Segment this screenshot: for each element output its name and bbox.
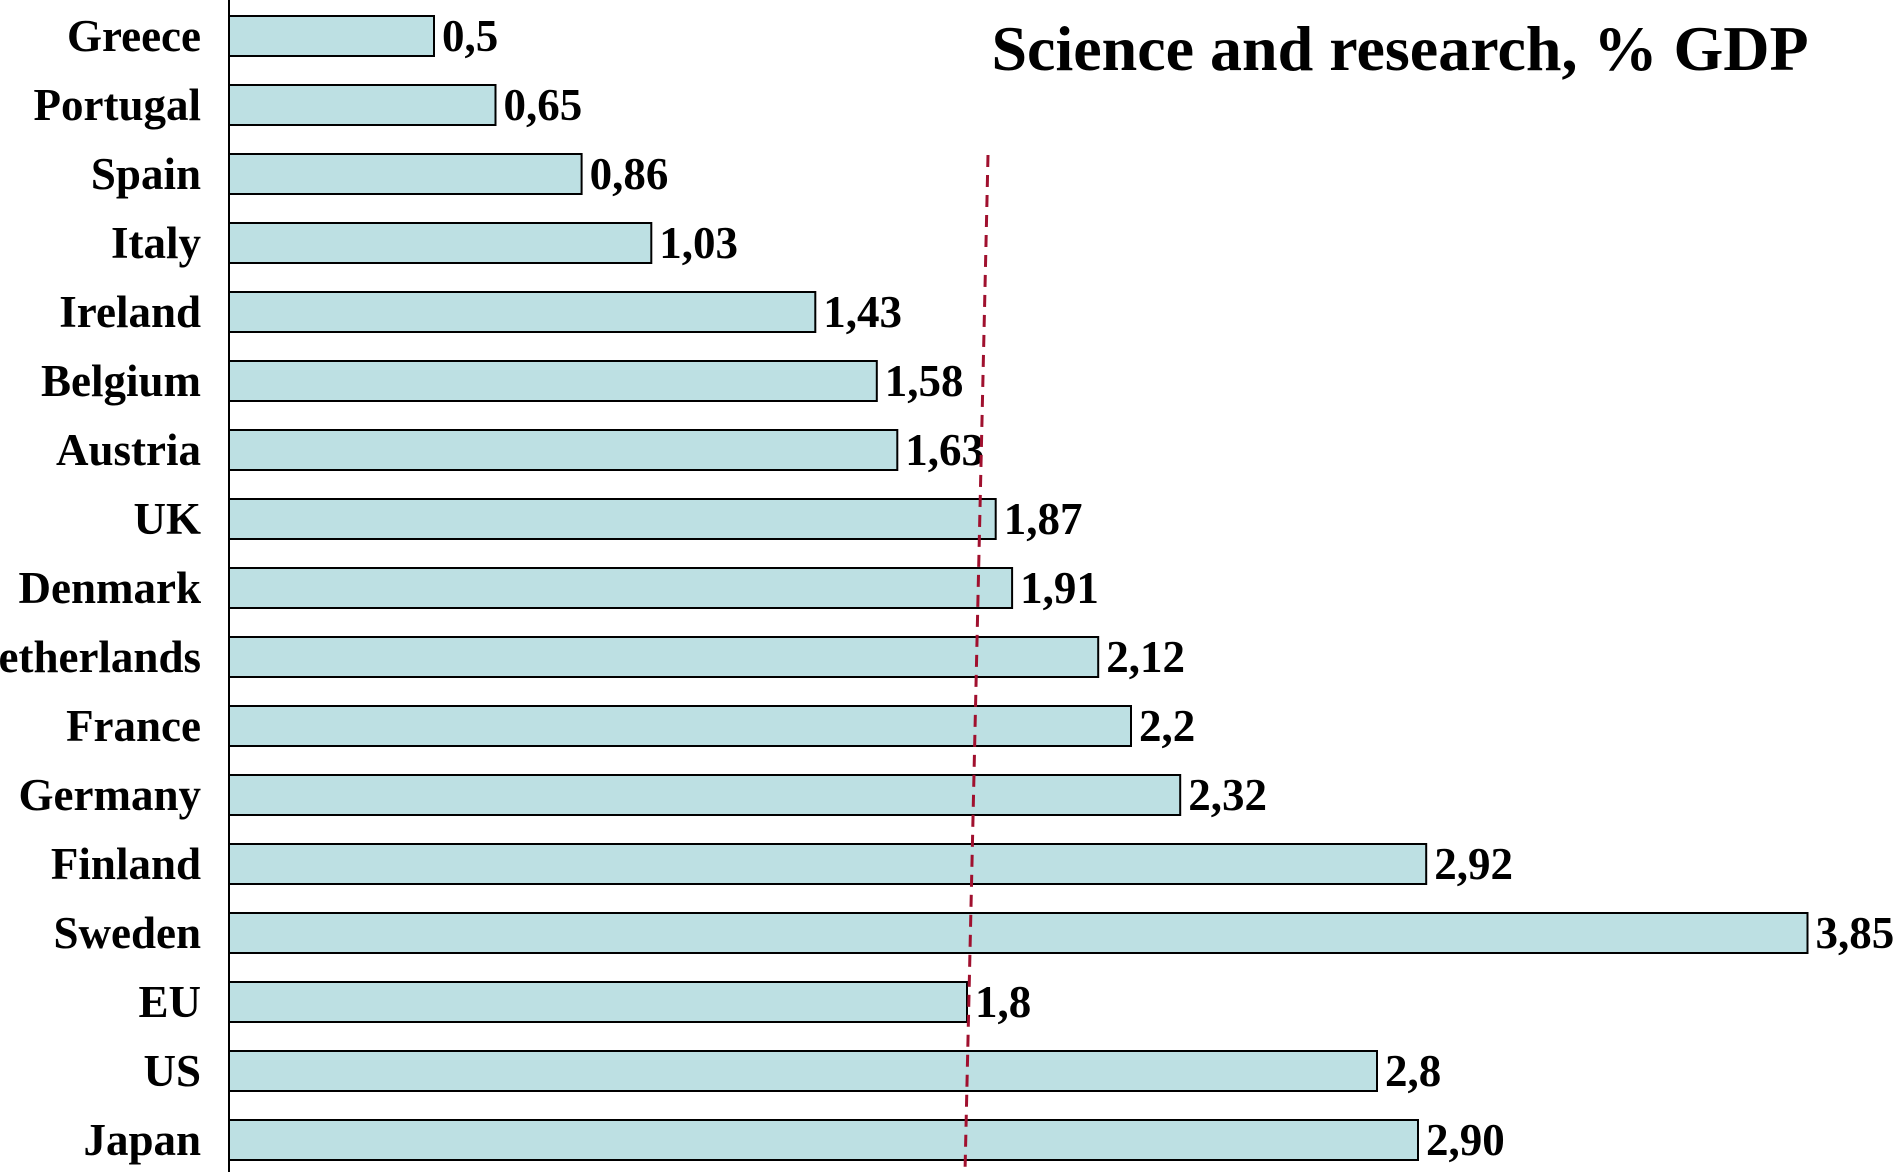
bar-denmark [228, 567, 1014, 609]
category-label-austria: Austria [56, 425, 201, 475]
labels-layer: Greece 0,5 Portugal 0,65 Spain 0,86 Italy 1,03 I… [0, 11, 1894, 1165]
category-label-denmark: Denmark [19, 563, 201, 613]
value-label-eu: 1,8 [975, 977, 1031, 1027]
bar-france [228, 705, 1132, 747]
category-label-germany: Germany [19, 770, 202, 820]
value-label-portugal: 0,65 [504, 80, 583, 130]
value-label-austria: 1,63 [905, 425, 984, 475]
bar-uk [228, 498, 997, 540]
value-label-germany: 2,32 [1188, 770, 1267, 820]
category-label-ireland: Ireland [59, 287, 201, 337]
bar-finland [228, 843, 1428, 885]
chart-title: Science and research, % GDP [991, 13, 1808, 84]
bar-italy [228, 222, 653, 264]
category-label-netherlands: Netherlands [0, 632, 201, 682]
bar-ireland [228, 291, 817, 333]
category-label-finland: Finland [51, 839, 201, 889]
value-label-italy: 1,03 [659, 218, 738, 268]
category-label-uk: UK [134, 494, 202, 544]
bar-sweden [228, 912, 1809, 954]
value-label-sweden: 3,85 [1816, 908, 1895, 958]
value-label-greece: 0,5 [442, 11, 498, 61]
value-label-spain: 0,86 [590, 149, 669, 199]
bar-eu [228, 981, 968, 1023]
category-label-portugal: Portugal [34, 80, 201, 130]
bar-japan [228, 1119, 1419, 1161]
category-label-france: France [66, 701, 201, 751]
bar-greece [228, 15, 435, 57]
value-label-uk: 1,87 [1004, 494, 1083, 544]
value-label-belgium: 1,58 [885, 356, 964, 406]
category-label-belgium: Belgium [41, 356, 201, 406]
category-label-sweden: Sweden [53, 908, 201, 958]
category-label-italy: Italy [111, 218, 202, 268]
category-label-us: US [143, 1046, 201, 1096]
value-label-denmark: 1,91 [1020, 563, 1099, 613]
value-label-us: 2,8 [1385, 1046, 1441, 1096]
value-label-france: 2,2 [1139, 701, 1195, 751]
category-label-spain: Spain [91, 149, 201, 199]
value-label-ireland: 1,43 [823, 287, 902, 337]
value-label-finland: 2,92 [1434, 839, 1513, 889]
eu-average-reference-line [963, 154, 990, 1172]
value-label-japan: 2,90 [1426, 1115, 1505, 1165]
bar-spain [228, 153, 583, 195]
bar-belgium [228, 360, 878, 402]
bar-germany [228, 774, 1182, 816]
bar-netherlands [228, 636, 1100, 678]
category-label-greece: Greece [67, 11, 201, 61]
bar-portugal [228, 84, 497, 126]
category-label-eu: EU [138, 977, 201, 1027]
category-label-japan: Japan [83, 1115, 201, 1165]
value-label-netherlands: 2,12 [1106, 632, 1185, 682]
bars-layer [228, 15, 1809, 1161]
bar-us [228, 1050, 1378, 1092]
bar-austria [228, 429, 899, 471]
